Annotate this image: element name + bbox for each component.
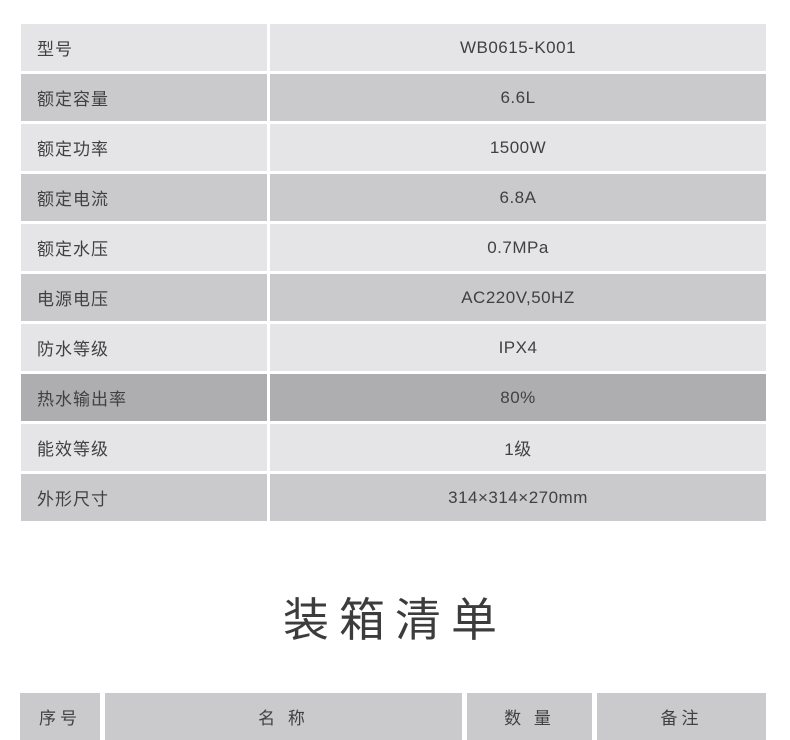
spec-row-energy-efficiency: 能效等级 1级 bbox=[21, 424, 766, 471]
packing-table-header: 序号 名 称 数 量 备注 bbox=[20, 693, 766, 740]
spec-value: 6.8A bbox=[270, 174, 766, 221]
spec-row-rated-water-pressure: 额定水压 0.7MPa bbox=[21, 224, 766, 271]
spec-row-rated-power: 额定功率 1500W bbox=[21, 124, 766, 171]
spec-value: 0.7MPa bbox=[270, 224, 766, 271]
packing-list-title: 装箱清单 bbox=[283, 594, 507, 646]
spec-value: WB0615-K001 bbox=[270, 24, 766, 71]
spec-value: 80% bbox=[270, 374, 766, 421]
packing-header-index: 序号 bbox=[20, 693, 100, 740]
spec-label: 额定容量 bbox=[21, 74, 267, 121]
spec-label: 能效等级 bbox=[21, 424, 267, 471]
spec-label: 额定电流 bbox=[21, 174, 267, 221]
spec-value: 1级 bbox=[270, 424, 766, 471]
spec-value: 314×314×270mm bbox=[270, 474, 766, 521]
spec-value: 6.6L bbox=[270, 74, 766, 121]
packing-header-quantity: 数 量 bbox=[467, 693, 592, 740]
spec-label: 防水等级 bbox=[21, 324, 267, 371]
spec-label: 外形尺寸 bbox=[21, 474, 267, 521]
spec-label: 热水输出率 bbox=[21, 374, 267, 421]
spec-label: 型号 bbox=[21, 24, 267, 71]
spec-row-rated-current: 额定电流 6.8A bbox=[21, 174, 766, 221]
spec-value: IPX4 bbox=[270, 324, 766, 371]
spec-row-dimensions: 外形尺寸 314×314×270mm bbox=[21, 474, 766, 521]
spec-row-model: 型号 WB0615-K001 bbox=[21, 24, 766, 71]
packing-header-note: 备注 bbox=[597, 693, 766, 740]
spec-label: 额定水压 bbox=[21, 224, 267, 271]
spec-value: 1500W bbox=[270, 124, 766, 171]
spec-row-rated-capacity: 额定容量 6.6L bbox=[21, 74, 766, 121]
spec-row-waterproof-rating: 防水等级 IPX4 bbox=[21, 324, 766, 371]
spec-label: 电源电压 bbox=[21, 274, 267, 321]
spec-value: AC220V,50HZ bbox=[270, 274, 766, 321]
packing-header-name: 名 称 bbox=[105, 693, 462, 740]
spec-table: 型号 WB0615-K001 额定容量 6.6L 额定功率 1500W 额定电流… bbox=[21, 24, 766, 521]
spec-row-hot-water-output: 热水输出率 80% bbox=[21, 374, 766, 421]
spec-label: 额定功率 bbox=[21, 124, 267, 171]
spec-row-power-voltage: 电源电压 AC220V,50HZ bbox=[21, 274, 766, 321]
